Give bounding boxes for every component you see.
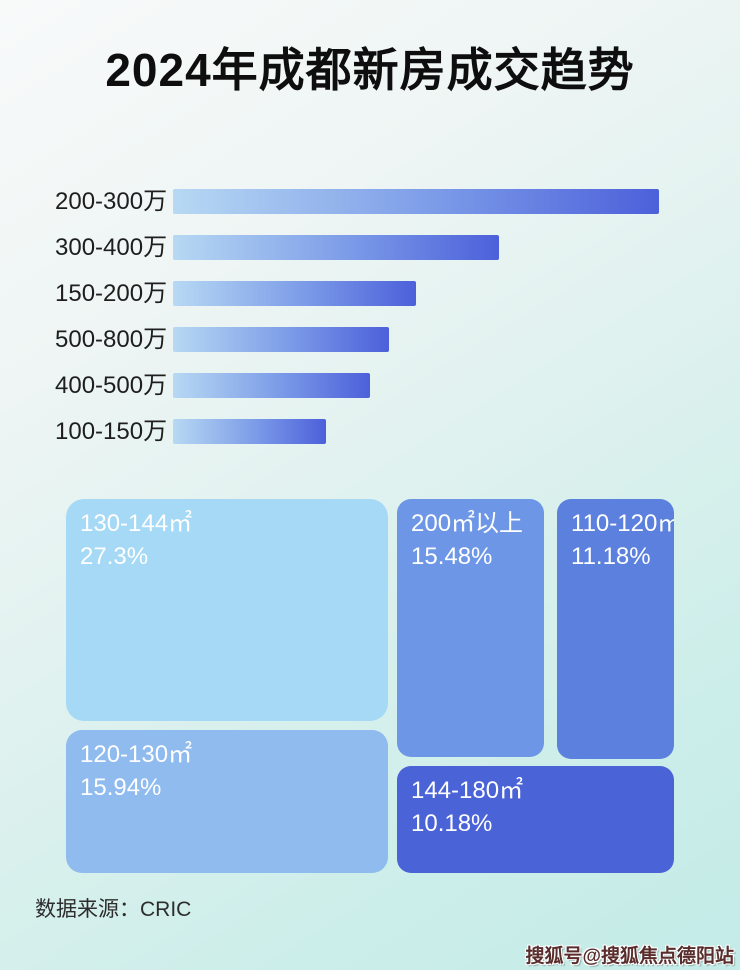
treemap-tile: 200㎡以上 15.48% [397,499,544,757]
bar-category-label: 200-300万 [55,187,168,215]
tile-size-label: 144-180㎡ [411,777,524,804]
bar-row: 500-800万 [55,316,695,362]
bar [173,418,326,444]
price-range-bar-chart: 200-300万 300-400万 150-200万 500-800万 400-500万… [55,178,695,454]
bar [173,280,416,306]
bar-row: 300-400万 [55,224,695,270]
bar-category-label: 400-500万 [55,371,168,399]
tile-percent-value: 15.48% [411,543,493,570]
bar-row: 400-500万 [55,362,695,408]
tile-size-label: 200㎡以上 [411,510,524,537]
treemap-tile: 144-180㎡ 10.18% [397,766,674,873]
bar-row: 100-150万 [55,408,695,454]
tile-percent-value: 27.3% [80,543,149,570]
tile-size-label: 110-120㎡ [571,510,674,537]
bar-category-label: 150-200万 [55,279,168,307]
bar [173,234,499,260]
page-title: 2024年成都新房成交趋势 [105,44,635,96]
tile-percent-value: 10.18% [411,810,493,837]
bar-row: 150-200万 [55,270,695,316]
bar-category-label: 100-150万 [55,417,168,445]
tile-percent-value: 15.94% [80,774,162,801]
bar-row: 200-300万 [55,178,695,224]
watermark-label: 搜狐号@搜狐焦点德阳站 [525,946,734,967]
tile-size-label: 130-144㎡ [80,510,193,537]
bar [173,372,370,398]
treemap-tile: 130-144㎡ 27.3% [66,499,388,721]
bar-category-label: 300-400万 [55,233,168,261]
tile-size-label: 120-130㎡ [80,741,193,768]
tile-percent-value: 11.18% [571,543,651,570]
data-source-label: 数据来源：CRIC [35,898,192,921]
treemap-tile: 120-130㎡ 15.94% [66,730,388,873]
bar [173,326,389,352]
treemap-tile: 110-120㎡ 11.18% [557,499,674,759]
bar [173,188,659,214]
bar-category-label: 500-800万 [55,325,168,353]
